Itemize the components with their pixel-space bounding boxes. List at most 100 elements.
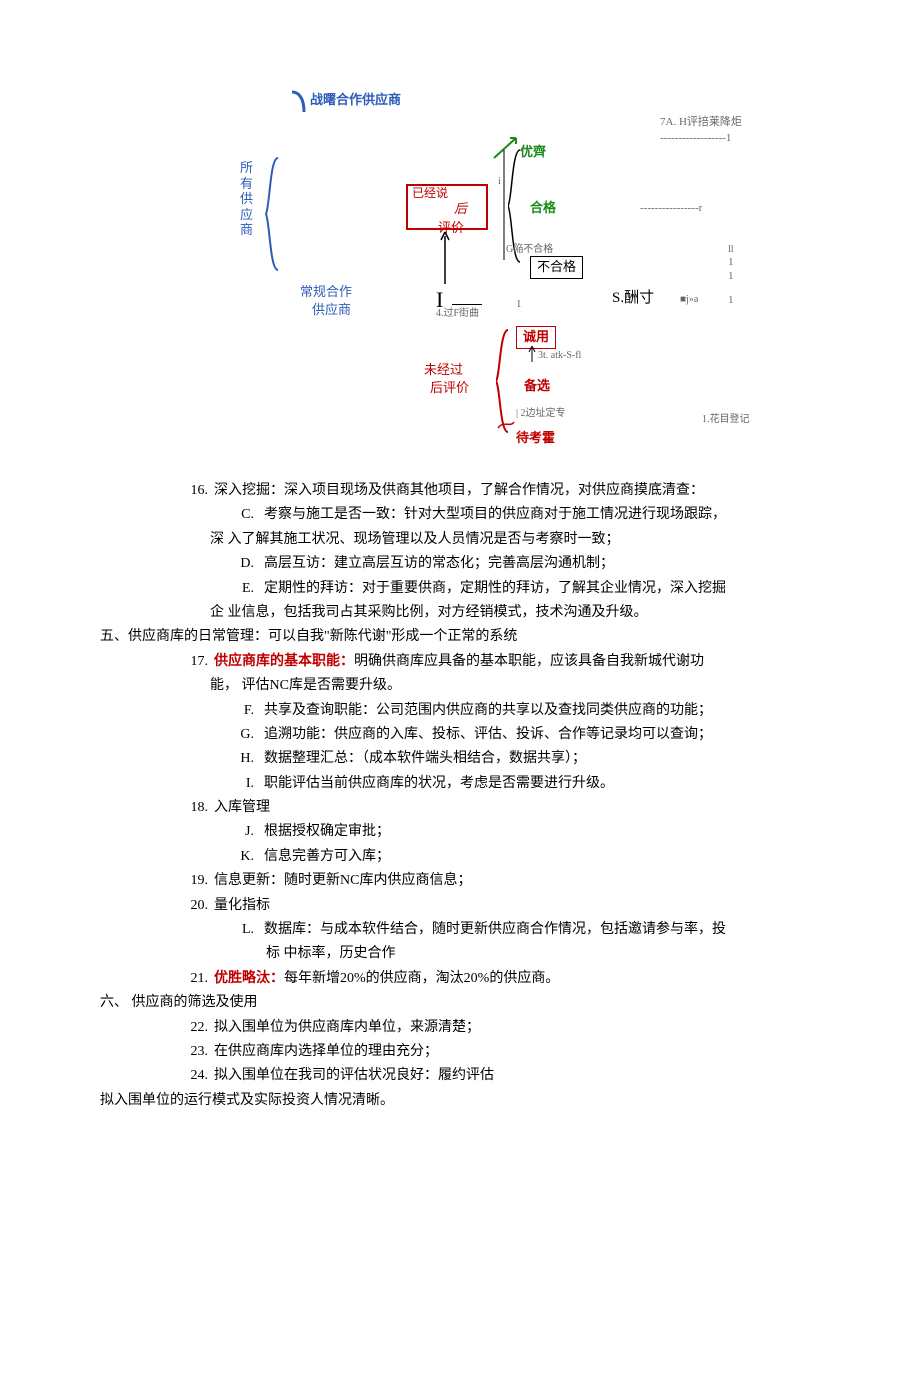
text-18: 入库管理 [214,800,270,815]
num-20: 20. [164,895,208,917]
item-h: H. 数据整理汇总：（成本软件端头相结合，数据共享）； [210,748,820,770]
note-7a: 7A. H评掊莱降炬 [660,114,742,132]
note-4: 4.过F街曲 [436,306,479,322]
last-line: 拟入围单位的运行模式及实际投资人情况清晰。 [100,1090,820,1112]
evaluated-box: 已经说 后 评价 [406,184,488,230]
note-2: | 2边址定专 [516,406,566,422]
sec5-num: 五、 [100,629,128,644]
item-e: E.定期性的拜访：对于重要供商，定期性的拜访，了解其企业情况，深入挖掘 [210,578,820,600]
text-last: 拟入围单位的运行模式及实际投资人情况清晰。 [100,1093,394,1108]
note-3: 3t. atk-S-fl [538,348,581,364]
item-17: 17.供应商库的基本职能：明确供商库应具备的基本职能，应该具备自我新城代谢功 [164,651,820,673]
body-content: 16. 深入挖掘：深入项目现场及供商其他项目，了解合作情况，对供应商摸底清查： C… [100,480,820,1112]
all-suppliers-label: 所有供应商 [240,160,253,238]
unqualified-label: 不合格 [530,256,583,279]
text-e2: 企 业信息，包括我司占其采购比例，对方经销模式，技术沟通及升级。 [210,605,648,620]
text-20: 量化指标 [214,898,270,913]
text-21-red: 优胜略汰： [214,971,284,986]
num-22: 22. [164,1017,208,1039]
alpha-f: F. [210,700,254,722]
alpha-j: J. [210,821,254,843]
item-k: K. 信息完善方可入库； [210,846,820,868]
num-16: 16. [164,480,208,502]
dash-1: ------------------1 [660,130,731,148]
up-arrow-icon [440,230,450,284]
num-19: 19. [164,870,208,892]
sec5-text: 供应商库的日常管理：可以自我"新陈代谢"形成一个正常的系统 [128,629,517,644]
one-mid: 1 [516,296,522,314]
item-17b: 能， 评估NC库是否需要升级。 [210,675,820,697]
underline [452,304,482,305]
alpha-g: G. [210,724,254,746]
text-k: 信息完善方可入库； [264,849,390,864]
num-17: 17. [164,651,208,673]
item-g: G.追溯功能：供应商的入库、投标、评估、投诉、合作等记录均可以查询； [210,724,820,746]
num-24: 24. [164,1065,208,1087]
num-21: 21. [164,968,208,990]
s-ch: S.酬寸 [612,286,654,310]
trial-label: 诚用 [516,326,556,349]
text-23: 在供应商库内选择单位的理由充分； [214,1044,438,1059]
sec6-text: 供应商的筛选及使用 [132,995,258,1010]
section-5: 五、供应商库的日常管理：可以自我"新陈代谢"形成一个正常的系统 [100,626,820,648]
small-curve-icon [496,418,516,430]
text-22: 拟入围单位为供应商库内单位，来源清楚； [214,1020,480,1035]
pending-label: 待考霍 [516,428,555,449]
text-l2: 标 中标率，历史合作 [266,946,396,961]
item-22: 22. 拟入围单位为供应商库内单位，来源清楚； [164,1017,820,1039]
text-21: 每年新增20%的供应商，淘汰20%的供应商。 [284,971,559,986]
one-c: 1 [728,268,734,286]
item-l: L. 数据库：与成本软件结合，随时更新供应商合作情况，包括邀请参与率，投 [210,919,820,941]
text-17b: 能， 评估NC库是否需要升级。 [210,678,401,693]
section-6: 六、 供应商的筛选及使用 [100,992,820,1014]
item-j: J. 根据授权确定审批； [210,821,820,843]
text-24: 拟入围单位在我司的评估状况良好：履约评估 [214,1068,494,1083]
item-23: 23. 在供应商库内选择单位的理由充分； [164,1041,820,1063]
text-h: 数据整理汇总：（成本软件端头相结合，数据共享）； [264,751,586,766]
text-19: 信息更新：随时更新NC库内供应商信息； [214,873,471,888]
alpha-c: C. [210,504,254,526]
large-brace-icon [264,154,282,274]
qualified-label: 合格 [530,198,556,219]
alpha-h: H. [210,748,254,770]
dash-r: ----------------r [640,200,702,218]
item-24: 24. 拟入围单位在我司的评估状况良好：履约评估 [164,1065,820,1087]
item-18: 18. 入库管理 [164,797,820,819]
item-l2: 标 中标率，历史合作 [210,943,820,965]
item-d: D. 高层互访：建立高层互访的常态化；完善高层沟通机制； [210,553,820,575]
not-eval-b: 后评价 [430,378,469,399]
num-23: 23. [164,1041,208,1063]
alpha-e: E. [210,578,254,600]
item-20: 20. 量化指标 [164,895,820,917]
item-c2: 深 入了解其施工状况、现场管理以及人员情况是否与考察时一致； [210,529,820,551]
text-j: 根据授权确定审批； [264,824,390,839]
item-21: 21. 优胜略汰：每年新增20%的供应商，淘汰20%的供应商。 [164,968,820,990]
text-d: 高层互访：建立高层互访的常态化；完善高层沟通机制； [264,556,614,571]
item-19: 19. 信息更新：随时更新NC库内供应商信息； [164,870,820,892]
alternative-label: 备选 [524,376,550,397]
text-c2: 深 入了解其施工状况、现场管理以及人员情况是否与考察时一致； [210,532,620,547]
text-f: 共享及查询职能：公司范围内供应商的共享以及查找同类供应商的功能； [264,703,712,718]
item-f: F. 共享及查询职能：公司范围内供应商的共享以及查找同类供应商的功能； [210,700,820,722]
regular-b: 供应商 [312,300,351,321]
item-i: I.职能评估当前供应商库的状况，考虑是否需要进行升级。 [210,773,820,795]
alpha-k: K. [210,846,254,868]
tick-i: i [498,174,501,190]
supplier-diagram: 战曙合作供应商 所有供应商 7A. H评掊莱降炬 ---------------… [180,90,880,460]
text-l: 数据库：与成本软件结合，随时更新供应商合作情况，包括邀请参与率，投 [264,922,726,937]
alpha-l: L. [210,919,254,941]
item-16: 16. 深入挖掘：深入项目现场及供商其他项目，了解合作情况，对供应商摸底清查： [164,480,820,502]
text-17: 明确供商库应具备的基本职能，应该具备自我新城代谢功 [354,654,704,669]
text-16: 深入挖掘：深入项目现场及供商其他项目，了解合作情况，对供应商摸底清查： [214,483,704,498]
alpha-d: D. [210,553,254,575]
alpha-i: I. [210,773,254,795]
trial-arrow-icon [528,346,536,362]
num-18: 18. [164,797,208,819]
page: 战曙合作供应商 所有供应商 7A. H评掊莱降炬 ---------------… [0,90,920,1392]
note-1: 1.花目登记 [702,412,750,428]
jwa: ■j»a [680,292,698,308]
item-c: C.考察与施工是否一致：针对大型项目的供应商对于施工情况进行现场跟踪， [210,504,820,526]
one-e: 1 [728,292,734,310]
strategic-supplier-label: 战曙合作供应商 [310,90,401,111]
sec6-num: 六、 [100,995,128,1010]
